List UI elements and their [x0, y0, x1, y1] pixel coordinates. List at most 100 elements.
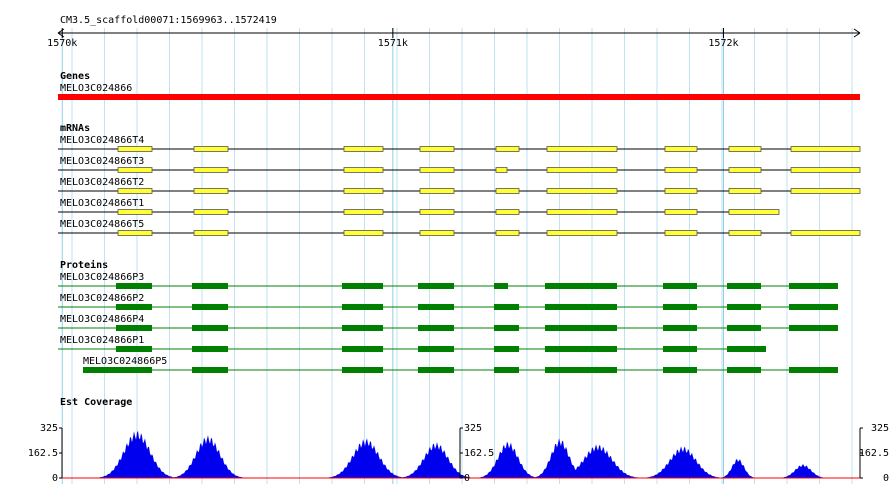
cds [192, 325, 228, 331]
cds [342, 367, 383, 373]
cds [545, 346, 617, 352]
cds [83, 367, 152, 373]
track-title: mRNAs [60, 123, 90, 134]
cds [727, 304, 761, 310]
exon [495, 188, 520, 194]
exon [664, 167, 698, 173]
exon [728, 230, 762, 236]
exon [343, 167, 384, 173]
cds [545, 304, 617, 310]
exon [117, 188, 153, 194]
exon [117, 167, 153, 173]
feature-label: MELO3C024866T4 [60, 135, 144, 146]
cds [494, 367, 519, 373]
exon [343, 146, 384, 152]
cds [116, 325, 152, 331]
feature-label: MELO3C024866P1 [60, 335, 144, 346]
feature-label: MELO3C024866P3 [60, 272, 144, 283]
exon [664, 188, 698, 194]
exon [419, 230, 455, 236]
exon [495, 230, 520, 236]
exon [117, 209, 153, 215]
exon [193, 230, 229, 236]
exon [193, 209, 229, 215]
feature-label: MELO3C024866P2 [60, 293, 144, 304]
exon [419, 146, 455, 152]
y-tick-label: 0 [883, 473, 889, 484]
exon [546, 146, 618, 152]
cds [663, 304, 697, 310]
exon [790, 146, 861, 152]
cds [663, 346, 697, 352]
y-tick-label: 325 [871, 423, 889, 434]
exon [419, 209, 455, 215]
cds [342, 346, 383, 352]
cds [342, 283, 383, 289]
cds [545, 325, 617, 331]
exon [495, 167, 508, 173]
feature-label: MELO3C024866 [60, 83, 132, 94]
exon [546, 209, 618, 215]
cds [342, 304, 383, 310]
cds [727, 346, 766, 352]
cds [545, 283, 617, 289]
exon [790, 188, 861, 194]
cds [663, 367, 697, 373]
cds [418, 346, 454, 352]
y-tick-label: 162.5 [28, 448, 58, 459]
cds [116, 283, 152, 289]
ruler-tick-label: 1572k [708, 38, 738, 49]
cds [789, 367, 838, 373]
ruler-arrows [57, 28, 861, 38]
grid [61, 28, 853, 484]
track-title: Genes [60, 71, 90, 82]
exon [664, 146, 698, 152]
cds [494, 304, 519, 310]
cds [116, 346, 152, 352]
y-tick-label: 325 [464, 423, 482, 434]
exon [193, 188, 229, 194]
feature-label: MELO3C024866T5 [60, 219, 144, 230]
y-tick-label: 162.5 [859, 448, 889, 459]
exon [495, 209, 520, 215]
cds [727, 367, 761, 373]
cds [192, 367, 228, 373]
exon [117, 146, 153, 152]
exon [664, 209, 698, 215]
exon [728, 209, 780, 215]
y-tick-label: 0 [464, 473, 470, 484]
cds [789, 325, 838, 331]
cds [418, 283, 454, 289]
cds [727, 283, 761, 289]
feature-label: MELO3C024866T2 [60, 177, 144, 188]
cds [789, 304, 838, 310]
exon [419, 167, 455, 173]
exon [343, 230, 384, 236]
cds [418, 325, 454, 331]
exon [117, 230, 153, 236]
exon [193, 167, 229, 173]
coverage-area [62, 430, 860, 478]
cds [789, 283, 838, 289]
exon [546, 230, 618, 236]
ruler-tick-label: 1570k [47, 38, 77, 49]
feature-label: MELO3C024866P5 [83, 356, 167, 367]
feature-label: MELO3C024866T3 [60, 156, 144, 167]
exon [728, 146, 762, 152]
exon [343, 209, 384, 215]
cds [192, 346, 228, 352]
region-title: CM3.5_scaffold00071:1569963..1572419 [60, 15, 277, 26]
feature-label: MELO3C024866T1 [60, 198, 144, 209]
y-tick-label: 325 [40, 423, 58, 434]
feature-label: MELO3C024866P4 [60, 314, 144, 325]
exon [546, 188, 618, 194]
exon [664, 230, 698, 236]
exon [728, 188, 762, 194]
exon [790, 167, 861, 173]
cds [545, 367, 617, 373]
exon [343, 188, 384, 194]
exon [790, 230, 861, 236]
exon [728, 167, 762, 173]
cds [192, 283, 228, 289]
